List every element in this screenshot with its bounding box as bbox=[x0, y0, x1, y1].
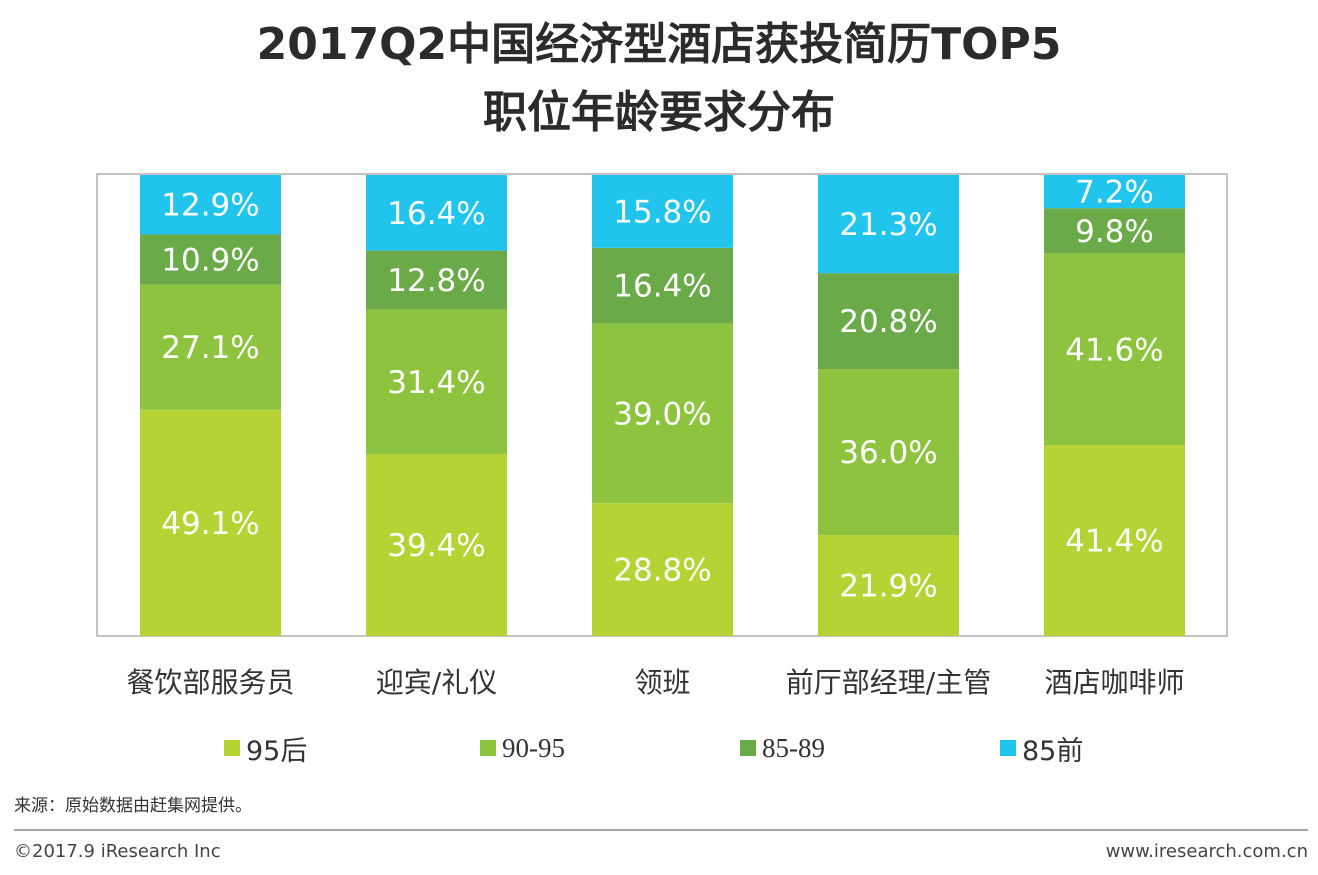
legend-swatch-9095 bbox=[480, 740, 496, 756]
legend-item-85qian: 85前 bbox=[1000, 728, 1083, 768]
data-label-0-3: 12.9% bbox=[161, 188, 259, 224]
bar-segment-0-3 bbox=[140, 175, 281, 235]
data-label-3-0: 21.9% bbox=[839, 569, 937, 605]
bar-segment-0-1 bbox=[140, 284, 281, 410]
data-label-1-0: 39.4% bbox=[387, 528, 485, 564]
data-label-2-3: 15.8% bbox=[613, 194, 711, 230]
data-label-3-2: 20.8% bbox=[839, 304, 937, 340]
data-label-0-2: 10.9% bbox=[161, 243, 259, 279]
legend-label-95hou: 95后 bbox=[246, 735, 308, 767]
bar-segment-3-3 bbox=[818, 175, 959, 274]
data-label-3-3: 21.3% bbox=[839, 207, 937, 243]
data-label-0-0: 49.1% bbox=[161, 506, 259, 542]
legend-item-8589: 85-89 bbox=[740, 728, 825, 768]
bar-segment-0-0 bbox=[140, 409, 281, 636]
data-label-2-1: 39.0% bbox=[613, 396, 711, 432]
bar-segment-2-3 bbox=[592, 175, 733, 248]
bar-segment-1-1 bbox=[366, 309, 507, 455]
copyright: ©2017.9 iResearch Inc bbox=[14, 841, 221, 862]
data-label-4-2: 9.8% bbox=[1075, 214, 1154, 250]
category-label-0: 餐饮部服务员 bbox=[126, 666, 294, 699]
legend-swatch-85qian bbox=[1000, 740, 1016, 756]
data-label-4-3: 7.2% bbox=[1075, 175, 1154, 211]
website-link[interactable]: www.iresearch.com.cn bbox=[1105, 841, 1308, 862]
data-label-0-1: 27.1% bbox=[161, 330, 259, 366]
bar-segment-1-0 bbox=[366, 454, 507, 636]
legend-swatch-8589 bbox=[740, 740, 756, 756]
bar-segment-4-2 bbox=[1044, 208, 1185, 254]
bar-segment-1-2 bbox=[366, 250, 507, 310]
legend-item-9095: 90-95 bbox=[480, 728, 565, 768]
data-label-2-0: 28.8% bbox=[613, 553, 711, 589]
legend-label-8589: 85-89 bbox=[762, 732, 825, 763]
legend-label-9095: 90-95 bbox=[502, 732, 565, 763]
bar-segment-2-0 bbox=[592, 503, 733, 636]
category-label-2: 领班 bbox=[634, 666, 690, 699]
stacked-bar-chart: 49.1% 27.1% 10.9% 12.9% 餐饮部服务员 39.4% 31.4% 12.8… bbox=[96, 173, 1228, 699]
category-label-3: 前厅部经理/主管 bbox=[786, 666, 991, 699]
bar-segment-1-3 bbox=[366, 175, 507, 251]
source-note: 来源：原始数据由赶集网提供。 bbox=[14, 796, 252, 816]
category-label-4: 酒店咖啡师 bbox=[1044, 666, 1184, 699]
bar-segment-4-1 bbox=[1044, 253, 1185, 446]
data-label-4-0: 41.4% bbox=[1065, 524, 1163, 560]
legend-swatch-95hou bbox=[224, 740, 240, 756]
footer-divider bbox=[14, 829, 1308, 831]
chart-title-line1: 2017Q2中国经济型酒店获投简历TOP5 bbox=[256, 19, 1062, 70]
chart-title-line2: 职位年龄要求分布 bbox=[483, 87, 835, 138]
bar-segment-4-3 bbox=[1044, 175, 1185, 209]
bar-segment-3-1 bbox=[818, 369, 959, 536]
data-label-3-1: 36.0% bbox=[839, 435, 937, 471]
data-label-1-3: 16.4% bbox=[387, 196, 485, 232]
data-label-4-1: 41.6% bbox=[1065, 332, 1163, 368]
data-label-1-2: 12.8% bbox=[387, 263, 485, 299]
category-label-1: 迎宾/礼仪 bbox=[376, 666, 497, 699]
bar-segment-0-2 bbox=[140, 234, 281, 285]
bar-segment-2-1 bbox=[592, 323, 733, 504]
bar-segment-3-0 bbox=[818, 535, 959, 636]
data-label-2-2: 16.4% bbox=[613, 269, 711, 305]
bar-segment-2-2 bbox=[592, 247, 733, 324]
legend-label-85qian: 85前 bbox=[1022, 735, 1084, 767]
bar-segment-3-2 bbox=[818, 273, 959, 370]
data-label-1-1: 31.4% bbox=[387, 365, 485, 401]
legend-item-95hou: 95后 bbox=[224, 728, 307, 768]
bar-segment-4-0 bbox=[1044, 445, 1185, 636]
